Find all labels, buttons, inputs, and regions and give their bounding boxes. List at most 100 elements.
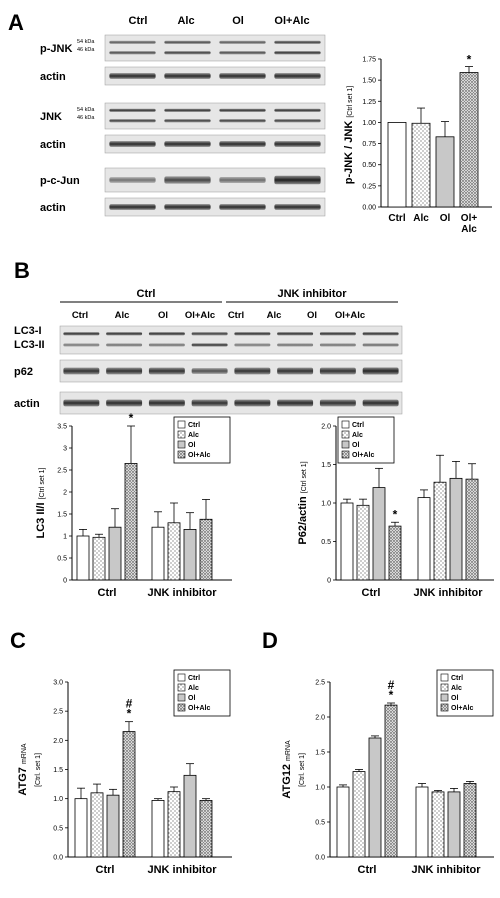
chart-p62-actin: 0 0.5 1.0 1.5 2.0 P62/actin [Ctrl set 1] * Ctrl… [297,416,494,599]
significance-mark: * [393,507,398,521]
blot-b-lc3-band-upper [277,332,314,336]
blot-a-row-band-lower [109,119,156,123]
legend-swatch [440,683,449,692]
y-tick-label: 0.50 [362,162,376,169]
blot-b-lc3-band-upper [191,332,228,336]
legend-swatch [177,683,186,692]
y-axis-label-unit-line2: [Ctrl. set 1] [35,753,42,787]
blot-b-actin-band [148,399,185,407]
bar [388,525,402,581]
blot-label: LC3-I [14,325,42,337]
blot-a-row-band-lower [164,119,211,123]
legend-swatch [177,693,186,702]
lane-label: Ol [158,310,168,321]
bar [417,497,431,581]
blot-b-lc3-band-lower [191,343,228,347]
chart-atg12-mrna: 0.0 0.5 1.0 1.5 2.0 2.5 ATG12 mRNA #* Ctrl JNK in… [281,669,494,876]
legend-swatch [177,440,186,449]
bar [92,536,106,581]
blot-b-lc3-band-lower [277,343,314,347]
blot-b-lc3-band-upper [148,332,185,336]
blot-a-row-band [274,73,321,79]
y-tick-label: 1.75 [362,57,376,64]
blot-a-row-strip [104,197,326,217]
y-tick-label: 1.50 [362,78,376,85]
chart-atg7-mrna: 0.0 0.5 1.0 1.5 2.0 2.5 3.0 ATG7 mRNA #* Ctrl JNK … [17,669,232,876]
significance-mark: * [127,707,132,721]
blot-b-actin-band [319,399,356,407]
y-tick-label: 3 [63,446,67,453]
y-tick-label: 0.0 [53,855,63,862]
bar [74,798,88,858]
x-tick-label: Alc [413,213,429,224]
bar [76,535,90,581]
y-tick-label: 2.5 [315,680,325,687]
y-tick-label: 1.0 [315,785,325,792]
y-axis-label-unit: mRNA [21,743,28,764]
blot-b-lc3-band-lower [63,343,100,347]
bar [449,477,463,581]
blot-b-lc3-band-upper [63,332,100,336]
legend-swatch [177,430,186,439]
blot-b-p62-strip [59,359,403,383]
x-group-label: JNK inhibitor [413,587,483,599]
blot-b-actin-band [277,399,314,407]
blot-a-row-band-upper [274,40,321,44]
blot-a-row-band-upper [164,40,211,44]
y-axis-label-unit-line2: [Ctrl. set 1] [299,753,306,787]
western-blot-panel-b: Ctrl JNK inhibitor Ctrl Alc Ol Ol+Alc Ctrl Alc O… [14,288,403,415]
blot-b-lc3-band-upper [362,332,399,336]
bar [183,774,197,858]
y-axis-label-unit: [Ctrl set 1] [347,86,354,118]
blot-b-p62-band [234,367,271,375]
blot-b-actin-strip [59,391,403,415]
bar [465,478,479,581]
y-axis-label-unit: [Ctrl set 1] [301,461,308,493]
y-tick-label: 1.25 [362,99,376,106]
blot-b-lc3-band-upper [106,332,143,336]
legend-swatch [341,440,350,449]
legend-swatch [177,673,186,682]
bar [384,704,398,858]
size-marker: 54 kDa [77,107,95,113]
legend-label: Ol+Alc [188,705,210,712]
bar [352,771,366,858]
bar [431,791,445,858]
y-tick-label: 1.5 [315,750,325,757]
legend-swatch [177,450,186,459]
legend-swatch [341,420,350,429]
y-tick-label: 1.00 [362,120,376,127]
legend-label: Alc [188,685,199,692]
y-axis-label-unit: [Ctrl set 1] [39,467,46,499]
blot-a-row-band [109,73,156,79]
blot-label: actin [40,71,66,83]
blot-b-lc3-band-lower [319,343,356,347]
panel-letter-d: D [262,628,278,653]
blot-b-p62-band [319,367,356,375]
blot-a-row-band [164,176,211,184]
blot-a-row-band-upper [274,108,321,112]
bar [199,800,213,858]
y-tick-label: 0.00 [362,205,376,212]
y-axis-label-main: p-JNK / JNK [343,118,355,185]
significance-mark: # [126,697,133,711]
x-group-label: JNK inhibitor [411,864,481,876]
y-axis-label: P62/actin [Ctrl set 1] [297,461,309,544]
blot-a-row-band-lower [164,51,211,55]
panel-letter-c: C [10,628,26,653]
significance-mark: * [389,688,394,702]
blot-a-row-band [219,73,266,79]
y-tick-label: 2.5 [53,709,63,716]
blot-b-lc3-band-upper [319,332,356,336]
bar [124,462,138,581]
y-axis-label-main: ATG12 [281,761,293,799]
bar [183,529,197,581]
bar [151,526,165,581]
bar [356,504,370,581]
x-group-label: Ctrl [358,864,377,876]
lane-label: Ol [307,310,317,321]
bar [90,792,104,858]
bar [151,800,165,858]
legend-swatch [341,430,350,439]
blot-b-lc3-band-lower [148,343,185,347]
